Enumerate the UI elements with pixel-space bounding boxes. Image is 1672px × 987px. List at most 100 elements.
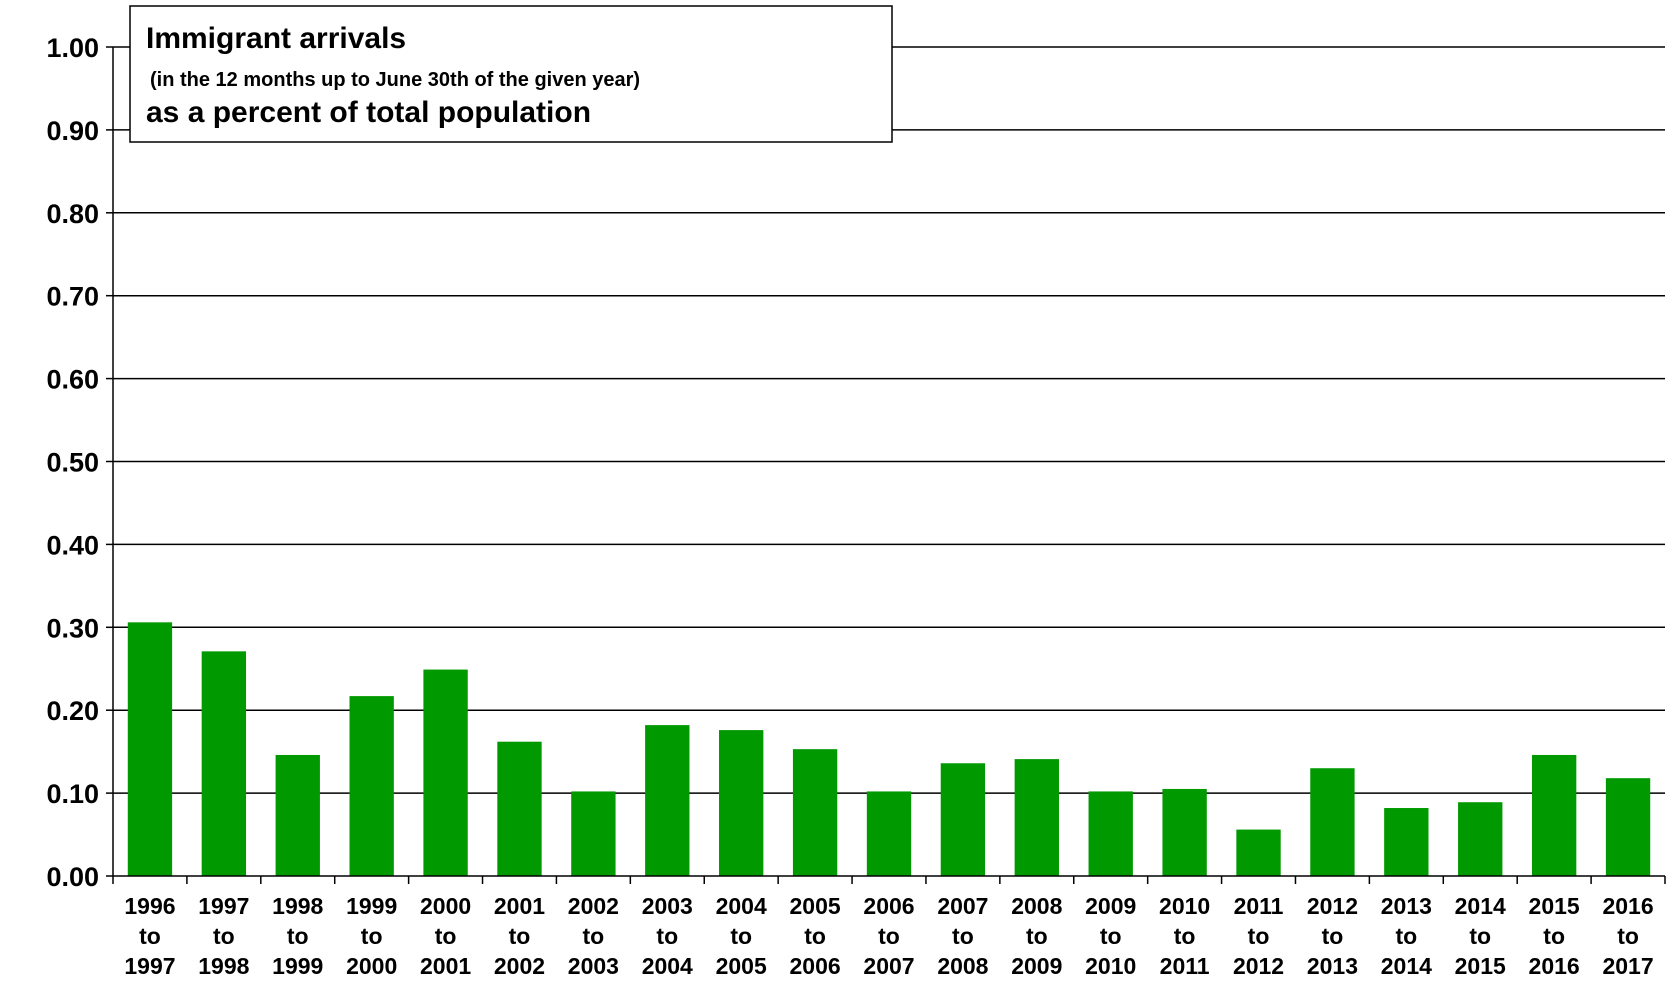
x-tick-label: 2007 <box>937 893 988 919</box>
bar <box>940 763 986 876</box>
x-tick-label: 2002 <box>494 953 545 979</box>
bar <box>201 651 247 876</box>
x-tick-label: to <box>656 923 678 949</box>
bar <box>719 730 764 876</box>
x-tick-label: to <box>1026 923 1048 949</box>
x-tick-label: to <box>1469 923 1491 949</box>
x-tick-label: to <box>1322 923 1344 949</box>
chart-title-line3: as a percent of total population <box>146 96 591 129</box>
title-box-frame <box>129 5 893 143</box>
x-tick-label: to <box>1174 923 1196 949</box>
bar <box>1088 791 1133 876</box>
bar <box>866 791 912 876</box>
bar <box>1531 754 1577 876</box>
bar <box>1236 829 1281 876</box>
x-tick-label: 2006 <box>863 893 914 919</box>
x-tick-label: to <box>139 923 161 949</box>
y-tick-label: 0.00 <box>46 862 99 892</box>
y-tick-labels: 0.00 0.10 0.20 0.30 0.40 0.50 0.60 0.70 0.80 0.90… <box>46 33 99 892</box>
y-tick-label: 0.60 <box>46 365 99 395</box>
x-tick-label: to <box>213 923 235 949</box>
bar <box>1310 768 1355 876</box>
x-tick-label: 2015 <box>1529 893 1580 919</box>
x-tick-label: 2004 <box>716 893 767 919</box>
x-tick-label: 2008 <box>937 953 988 979</box>
x-tick-label: to <box>952 923 974 949</box>
x-tick-label: 2013 <box>1381 893 1432 919</box>
x-tick-label: 2011 <box>1234 893 1284 919</box>
x-tick-label: 2005 <box>790 893 841 919</box>
bar <box>1162 788 1207 876</box>
chart-title-line2: (in the 12 months up to June 30th of the… <box>150 69 640 91</box>
x-tick-label: to <box>804 923 826 949</box>
x-tick-label: 1997 <box>124 953 175 979</box>
x-tick-label: 1996 <box>124 893 175 919</box>
bar <box>1014 759 1059 876</box>
x-tick-label: to <box>1248 923 1270 949</box>
x-tick-label: 2013 <box>1307 953 1358 979</box>
x-tick-label: 2012 <box>1233 953 1284 979</box>
x-tick-label: 2015 <box>1455 953 1506 979</box>
x-tick-label: to <box>878 923 900 949</box>
bar <box>1384 808 1429 876</box>
bar <box>423 669 468 876</box>
bars <box>127 622 1651 876</box>
x-tick-label: 2006 <box>790 953 841 979</box>
bar <box>127 622 173 876</box>
x-tick-label: 2005 <box>716 953 767 979</box>
y-tick-label: 0.70 <box>46 282 99 312</box>
chart-title-line1: Immigrant arrivals <box>146 22 406 55</box>
x-tick-label: 2000 <box>420 893 471 919</box>
x-tick-label: to <box>509 923 531 949</box>
x-tick-label: 2012 <box>1307 893 1358 919</box>
x-tick-label: 2016 <box>1602 893 1653 919</box>
x-tick-label: 2009 <box>1011 953 1062 979</box>
x-tick-label: 2014 <box>1381 953 1432 979</box>
x-tick-label: 2016 <box>1529 953 1580 979</box>
x-tick-label: to <box>1543 923 1565 949</box>
x-tick-label: 1998 <box>198 953 249 979</box>
x-tick-label: 2003 <box>642 893 693 919</box>
axes <box>106 46 1666 884</box>
x-tick-labels: 1996 to 1997 1997 to 1998 1998 to 1999 1999 to 2000… <box>124 893 1653 979</box>
x-tick-label: 2010 <box>1085 953 1136 979</box>
y-tick-label: 0.80 <box>46 199 99 229</box>
x-tick-label: 1999 <box>346 893 397 919</box>
x-tick-label: to <box>435 923 457 949</box>
y-tick-label: 0.50 <box>46 448 99 478</box>
x-tick-label: 1999 <box>272 953 323 979</box>
bar <box>645 725 690 876</box>
x-tick-label: 2007 <box>863 953 914 979</box>
gridlines <box>113 46 1665 794</box>
x-tick-label: to <box>1617 923 1639 949</box>
x-tick-label: 2009 <box>1085 893 1136 919</box>
x-tick-label: 1998 <box>272 893 323 919</box>
bar <box>497 741 542 876</box>
y-tick-label: 0.40 <box>46 530 99 560</box>
title-box: Immigrant arrivals (in the 12 months up … <box>129 5 893 143</box>
x-tick-label: to <box>1395 923 1417 949</box>
x-tick-label: 2001 <box>420 953 471 979</box>
x-tick-label: to <box>583 923 605 949</box>
x-tick-label: 2017 <box>1602 953 1653 979</box>
x-tick-label: 2014 <box>1455 893 1506 919</box>
x-tick-label: 2000 <box>346 953 397 979</box>
x-tick-label: 2002 <box>568 893 619 919</box>
y-tick-label: 0.90 <box>46 116 99 146</box>
x-tick-label: 2004 <box>642 953 693 979</box>
y-tick-label: 0.30 <box>46 613 99 643</box>
x-tick-label: to <box>361 923 383 949</box>
y-tick-label: 0.10 <box>46 779 99 809</box>
x-tick-label: 2001 <box>494 893 545 919</box>
bar <box>349 696 394 876</box>
bar <box>1605 778 1651 876</box>
bar <box>275 754 320 876</box>
x-tick-label: 1997 <box>198 893 249 919</box>
bar <box>571 791 616 876</box>
x-tick-label: 2011 <box>1160 953 1210 979</box>
y-tick-label: 0.20 <box>46 696 99 726</box>
bar <box>1458 802 1503 876</box>
x-tick-label: 2003 <box>568 953 619 979</box>
